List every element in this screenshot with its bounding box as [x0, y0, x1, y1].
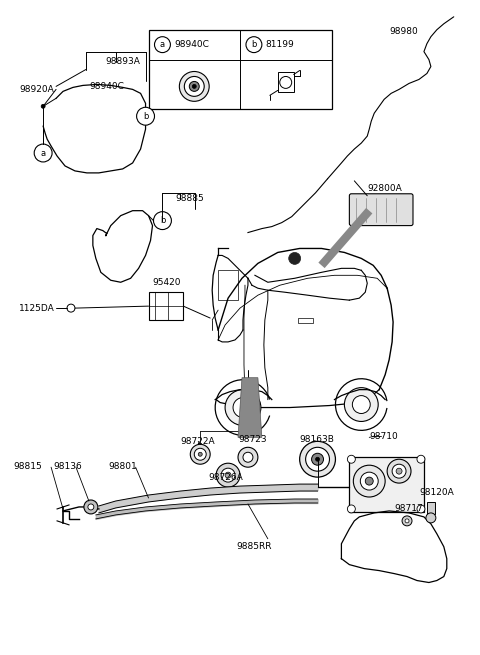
Circle shape — [396, 468, 402, 474]
Circle shape — [387, 459, 411, 483]
Text: 1125DA: 1125DA — [19, 304, 55, 312]
Circle shape — [41, 104, 45, 108]
Text: 98722A: 98722A — [180, 437, 215, 446]
Circle shape — [360, 472, 378, 490]
Circle shape — [417, 455, 425, 463]
Text: 9885RR: 9885RR — [236, 542, 272, 552]
Text: b: b — [143, 112, 148, 121]
Text: 98980: 98980 — [389, 28, 418, 36]
Circle shape — [417, 505, 425, 513]
Bar — [278, 73, 294, 92]
Text: 98885: 98885 — [175, 195, 204, 203]
Circle shape — [365, 477, 373, 485]
Circle shape — [288, 252, 300, 265]
Circle shape — [348, 455, 355, 463]
Circle shape — [233, 398, 253, 417]
Text: 98163B: 98163B — [300, 435, 335, 444]
Text: 98120A: 98120A — [419, 487, 454, 496]
Text: b: b — [160, 216, 165, 225]
Text: 98717: 98717 — [394, 504, 423, 514]
Circle shape — [190, 444, 210, 464]
Text: 98710: 98710 — [369, 432, 398, 441]
Circle shape — [344, 388, 378, 421]
Circle shape — [402, 516, 412, 526]
Text: 98723: 98723 — [238, 435, 266, 444]
Circle shape — [405, 519, 409, 523]
Text: a: a — [41, 149, 46, 157]
Circle shape — [84, 500, 98, 514]
Circle shape — [238, 447, 258, 467]
Circle shape — [221, 468, 235, 482]
Circle shape — [300, 441, 336, 477]
Text: b: b — [251, 40, 257, 49]
Circle shape — [34, 144, 52, 162]
Text: 81199: 81199 — [266, 40, 295, 49]
Circle shape — [137, 107, 155, 125]
Circle shape — [155, 37, 170, 52]
Bar — [349, 457, 424, 512]
Bar — [218, 271, 238, 300]
Text: 98940C: 98940C — [174, 40, 209, 49]
Circle shape — [353, 465, 385, 497]
Text: a: a — [160, 40, 165, 49]
Circle shape — [180, 71, 209, 102]
Bar — [148, 29, 333, 109]
Text: 98815: 98815 — [13, 462, 42, 471]
Circle shape — [280, 77, 292, 88]
Circle shape — [392, 464, 406, 478]
Circle shape — [189, 81, 199, 92]
Text: 98136: 98136 — [53, 462, 82, 471]
Text: 98940C: 98940C — [89, 82, 124, 91]
Circle shape — [192, 84, 196, 88]
Circle shape — [225, 390, 261, 426]
Bar — [427, 502, 435, 514]
Circle shape — [194, 448, 206, 460]
Circle shape — [154, 212, 171, 229]
Circle shape — [306, 447, 329, 471]
Circle shape — [315, 457, 320, 461]
Circle shape — [225, 472, 231, 478]
Bar — [298, 318, 312, 323]
Text: 98920A: 98920A — [19, 85, 54, 94]
Text: 92800A: 92800A — [367, 184, 402, 193]
Circle shape — [67, 304, 75, 312]
Text: 95420: 95420 — [153, 278, 181, 287]
Circle shape — [184, 77, 204, 96]
Text: 98726A: 98726A — [208, 473, 243, 481]
FancyBboxPatch shape — [349, 194, 413, 225]
Circle shape — [348, 505, 355, 513]
Circle shape — [243, 452, 253, 462]
Circle shape — [352, 396, 370, 413]
Bar — [148, 292, 183, 320]
Circle shape — [246, 37, 262, 52]
Circle shape — [312, 453, 324, 465]
Circle shape — [216, 463, 240, 487]
Circle shape — [88, 504, 94, 510]
Circle shape — [198, 452, 202, 457]
Text: 98893A: 98893A — [106, 57, 141, 66]
Text: 98801: 98801 — [109, 462, 137, 471]
Circle shape — [426, 513, 436, 523]
Polygon shape — [238, 378, 262, 438]
